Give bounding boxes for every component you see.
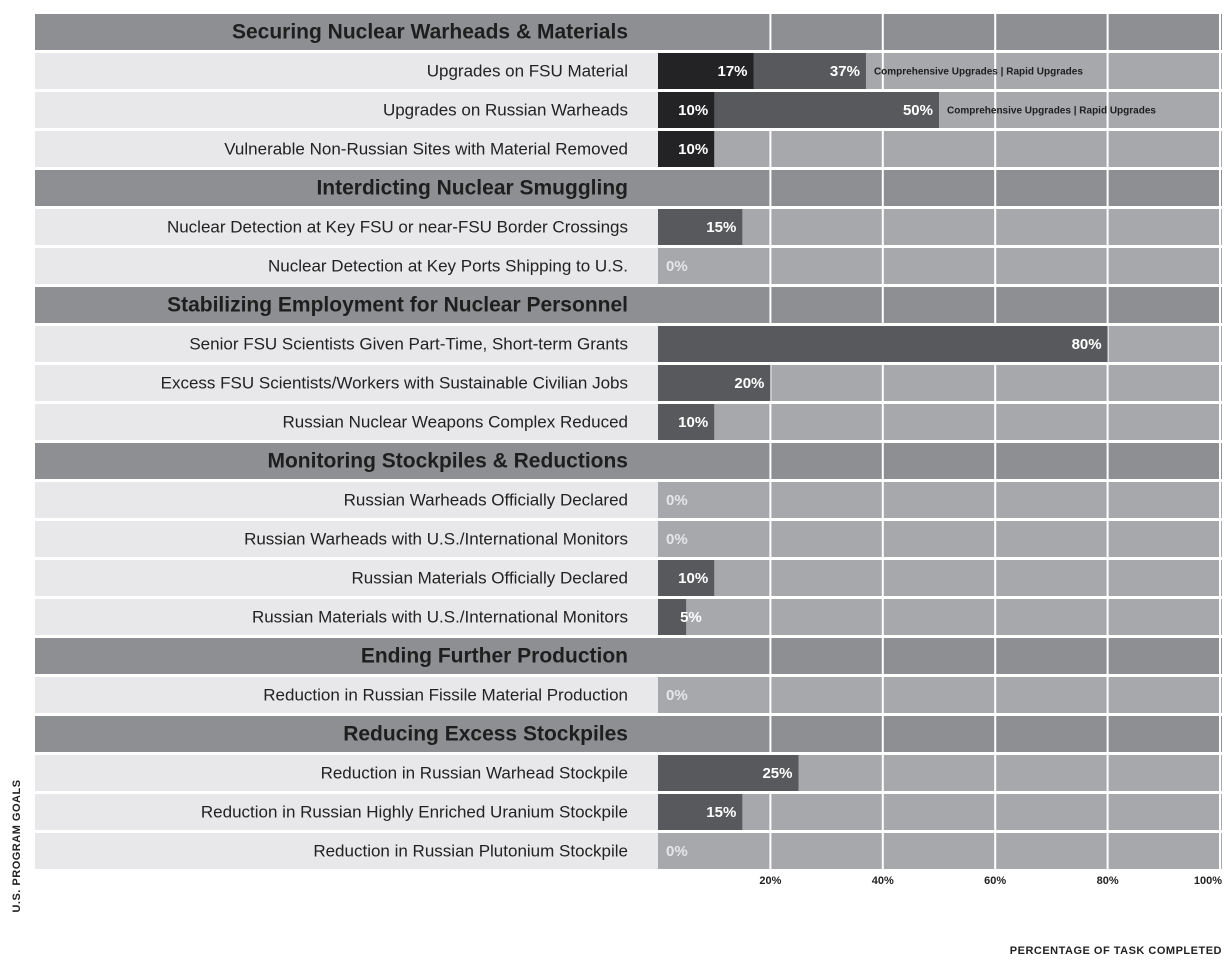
value-label: 17% xyxy=(718,63,748,80)
bar xyxy=(658,755,799,791)
bar-note: Comprehensive Upgrades | Rapid Upgrades xyxy=(947,106,1156,117)
section-header-bg xyxy=(35,716,1222,752)
row-label: Reduction in Russian Fissile Material Pr… xyxy=(263,685,628,704)
value-label: 10% xyxy=(678,414,708,431)
row-plot-bg xyxy=(658,404,1222,440)
bar xyxy=(658,560,715,596)
section-header-bg xyxy=(35,443,1222,479)
x-axis-title: PERCENTAGE OF TASK COMPLETED xyxy=(1010,945,1222,957)
value-label: 15% xyxy=(706,804,736,821)
value-label: 0% xyxy=(666,687,688,704)
row-label: Nuclear Detection at Key Ports Shipping … xyxy=(268,256,628,275)
row-plot-bg xyxy=(658,599,1222,635)
value-label: 50% xyxy=(903,102,933,119)
row-label-bg xyxy=(35,833,658,869)
bar xyxy=(658,131,715,167)
row-label: Russian Warheads Officially Declared xyxy=(344,490,628,509)
row-label-bg xyxy=(35,560,658,596)
section-header: Interdicting Nuclear Smuggling xyxy=(316,177,628,200)
row-label: Reduction in Russian Plutonium Stockpile xyxy=(313,841,628,860)
bar xyxy=(658,209,743,245)
row-label-bg xyxy=(35,131,658,167)
row-label: Russian Warheads with U.S./International… xyxy=(244,529,628,548)
section-header: Reducing Excess Stockpiles xyxy=(343,723,628,746)
row-label-bg xyxy=(35,326,658,362)
value-label: 0% xyxy=(666,531,688,548)
row-plot-bg xyxy=(658,482,1222,518)
y-axis-title: U.S. PROGRAM GOALS xyxy=(11,779,23,912)
section-header-bg xyxy=(35,14,1222,50)
bar xyxy=(658,365,771,401)
section-header: Ending Further Production xyxy=(361,645,628,668)
row-label: Upgrades on Russian Warheads xyxy=(383,100,628,119)
row-label: Russian Materials with U.S./Internationa… xyxy=(252,607,628,626)
row-label-bg xyxy=(35,404,658,440)
row-label: Russian Materials Officially Declared xyxy=(351,568,628,587)
bar-note: Comprehensive Upgrades | Rapid Upgrades xyxy=(874,67,1083,78)
row-plot-bg xyxy=(658,833,1222,869)
value-label: 5% xyxy=(680,609,702,626)
value-label: 15% xyxy=(706,219,736,236)
layer xyxy=(769,14,1221,869)
row-label-bg xyxy=(35,677,658,713)
row-label-bg xyxy=(35,794,658,830)
section-header-bg xyxy=(35,287,1222,323)
section-header: Stabilizing Employment for Nuclear Perso… xyxy=(167,294,628,317)
layer: Securing Nuclear Warheads & Materials Upg… xyxy=(161,21,1223,887)
row-plot-bg xyxy=(658,521,1222,557)
section-header: Securing Nuclear Warheads & Materials xyxy=(232,21,628,44)
bar xyxy=(658,53,754,89)
value-label: 10% xyxy=(678,102,708,119)
value-label: 0% xyxy=(666,258,688,275)
row-label: Vulnerable Non-Russian Sites with Materi… xyxy=(224,139,628,158)
row-label-bg xyxy=(35,248,658,284)
row-label: Senior FSU Scientists Given Part-Time, S… xyxy=(189,334,628,353)
row-plot-bg xyxy=(658,248,1222,284)
bar xyxy=(658,794,743,830)
row-label: Russian Nuclear Weapons Complex Reduced xyxy=(282,412,628,431)
x-tick-label: 80% xyxy=(1097,875,1119,887)
row-plot-bg xyxy=(658,677,1222,713)
bar xyxy=(658,92,715,128)
x-tick-label: 40% xyxy=(872,875,894,887)
value-label: 80% xyxy=(1072,336,1102,353)
value-label: 20% xyxy=(734,375,764,392)
value-label: 0% xyxy=(666,492,688,509)
row-label-bg xyxy=(35,482,658,518)
row-plot-bg xyxy=(658,794,1222,830)
x-tick-label: 100% xyxy=(1194,875,1222,887)
x-tick-label: 60% xyxy=(984,875,1006,887)
row-label: Upgrades on FSU Material xyxy=(427,61,628,80)
row-plot-bg xyxy=(658,209,1222,245)
row-label-bg xyxy=(35,53,658,89)
value-label: 10% xyxy=(678,141,708,158)
row-label: Excess FSU Scientists/Workers with Susta… xyxy=(161,373,628,392)
section-header-bg xyxy=(35,170,1222,206)
x-tick-label: 20% xyxy=(759,875,781,887)
layer xyxy=(35,14,1222,869)
bar xyxy=(658,326,1108,362)
value-label: 37% xyxy=(830,63,860,80)
row-label-bg xyxy=(35,599,658,635)
section-header: Monitoring Stockpiles & Reductions xyxy=(267,450,628,473)
row-label: Reduction in Russian Highly Enriched Ura… xyxy=(201,802,628,821)
section-header-bg xyxy=(35,638,1222,674)
value-label: 25% xyxy=(762,765,792,782)
row-label-bg xyxy=(35,209,658,245)
row-label-bg xyxy=(35,521,658,557)
value-label: 10% xyxy=(678,570,708,587)
row-label-bg xyxy=(35,92,658,128)
row-plot-bg xyxy=(658,131,1222,167)
bar xyxy=(658,599,687,635)
row-label-bg xyxy=(35,365,658,401)
row-label: Reduction in Russian Warhead Stockpile xyxy=(321,763,628,782)
bar xyxy=(658,404,715,440)
row-label: Nuclear Detection at Key FSU or near-FSU… xyxy=(167,217,628,236)
layer xyxy=(658,53,1108,830)
row-plot-bg xyxy=(658,560,1222,596)
row-label-bg xyxy=(35,755,658,791)
value-label: 0% xyxy=(666,843,688,860)
